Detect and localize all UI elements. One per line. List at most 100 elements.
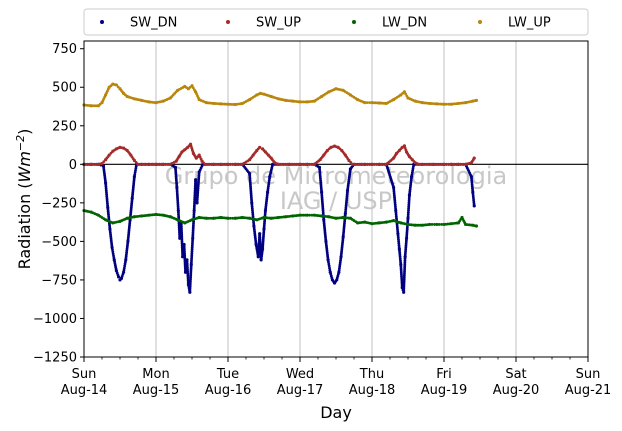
point-SW_UP-71 (417, 162, 421, 166)
point-fill-SW_UP (447, 162, 451, 166)
watermark-line-1: Grupo de Micrometeorologia (165, 162, 507, 190)
legend-label-SW_UP: SW_UP (256, 16, 301, 31)
point-fill-LW_DN (433, 223, 436, 226)
point-SW_UP-78 (472, 156, 476, 160)
point-fill-SW_UP (361, 162, 365, 166)
point-SW_DN-10 (116, 275, 121, 279)
x-tick-weekday-0: Sun (72, 367, 97, 382)
point-fill-LW_DN (308, 213, 311, 217)
y-tick-label-4: −250 (41, 196, 77, 211)
point-fill-SW_UP (349, 160, 353, 164)
point-fill-SW_UP (375, 162, 379, 166)
point-fill-SW_UP (134, 160, 138, 164)
legend: SW_DN SW_UP LW_DN LW_UP (83, 8, 589, 36)
point-fill-SW_UP (216, 162, 220, 166)
x-tick-date-5: Aug-19 (421, 383, 468, 398)
y-tick-label-5: −500 (41, 235, 77, 250)
point-fill-SW_UP (102, 160, 106, 164)
x-tick-weekday-2: Tue (216, 367, 239, 382)
point-fill-SW_UP (214, 162, 218, 166)
point-fill-SW_UP (205, 162, 209, 166)
point-SW_UP-13 (136, 162, 140, 166)
point-fill-SW_UP (426, 162, 429, 166)
y-tick-label-8: −1250 (33, 351, 77, 366)
point-LW_DN-31 (305, 213, 309, 217)
point-SW_DN-107 (472, 204, 476, 208)
x-tick-date-2: Aug-16 (205, 383, 252, 398)
point-fill-SW_UP (222, 162, 226, 166)
point-fill-SW_UP (355, 162, 359, 166)
y-tick-label-7: −1000 (33, 312, 77, 327)
point-LW_DN-20 (226, 216, 230, 220)
point-SW_UP-75 (456, 162, 460, 166)
point-fill-SW_UP (231, 162, 235, 166)
series-LW_UP (82, 82, 478, 108)
point-fill-LW_UP (368, 101, 371, 105)
x-tick-weekday-1: Mon (142, 367, 169, 382)
y-axis-title-close: ) (15, 129, 34, 135)
x-tick-weekday-4: Thu (359, 367, 384, 382)
point-LW_UP-46 (363, 101, 367, 105)
y-axis: 750 500 250 0 −250 −500 −750 −1000 −1250 (33, 42, 84, 366)
point-fill-SW_UP (357, 162, 361, 166)
point-fill-LW_DN (310, 213, 314, 217)
x-tick-date-0: Aug-14 (61, 383, 108, 398)
point-SW_UP-56 (347, 158, 351, 163)
point-fill-LW_DN (440, 223, 443, 226)
point-fill-SW_UP (229, 162, 232, 166)
point-fill-SW_UP (310, 162, 314, 166)
point-fill-SW_UP (141, 162, 145, 166)
point-SW_UP-72 (428, 162, 432, 166)
point-LW_DN-48 (428, 222, 432, 227)
series-SW_UP (82, 142, 476, 166)
point-SW_UP-5 (107, 153, 111, 157)
point-fill-SW_UP (436, 162, 440, 166)
series-LW_DN (82, 208, 478, 228)
point-SW_UP-37 (258, 145, 262, 149)
y-axis-title-main: Radiation ( (15, 182, 34, 269)
point-SW_UP-46 (305, 162, 309, 166)
point-fill-SW_UP (207, 162, 211, 166)
point-fill-SW_UP (461, 162, 465, 166)
point-SW_UP-31 (226, 162, 230, 166)
y-axis-title-unit: Wm (15, 151, 34, 182)
y-axis-title-exponent: −2 (14, 135, 27, 151)
legend-label-LW_DN: LW_DN (382, 16, 427, 31)
point-fill-LW_UP (404, 92, 407, 96)
x-tick-weekday-3: Wed (286, 367, 314, 382)
point-fill-SW_UP (166, 162, 170, 166)
point-fill-SW_UP (109, 151, 113, 155)
y-tick-label-0: 750 (52, 42, 77, 57)
point-fill-SW_UP (459, 162, 463, 166)
y-tick-label-1: 500 (52, 81, 77, 96)
point-fill-SW_UP (445, 162, 448, 166)
point-fill-SW_UP (434, 162, 438, 166)
y-tick-label-3: 0 (69, 158, 77, 173)
x-tick-date-1: Aug-15 (133, 383, 180, 398)
point-SW_UP-3 (100, 161, 104, 166)
x-tick-date-3: Aug-17 (277, 383, 324, 398)
point-fill-SW_UP (164, 162, 168, 166)
point-fill-SW_UP (432, 162, 436, 166)
point-fill-LW_UP (445, 102, 448, 106)
point-fill-LW_DN (437, 223, 441, 226)
point-fill-LW_UP (447, 102, 451, 106)
point-fill-LW_DN (430, 223, 434, 226)
point-fill-SW_UP (220, 162, 224, 166)
point-fill-SW_UP (364, 162, 367, 166)
point-fill-SW_UP (430, 162, 434, 166)
point-fill-LW_DN (229, 216, 232, 220)
point-fill-SW_UP (419, 162, 423, 166)
point-fill-SW_UP (139, 162, 142, 166)
point-fill-SW_UP (366, 162, 370, 166)
point-fill-SW_UP (146, 162, 150, 166)
legend-marker-LW_DN (352, 20, 356, 24)
point-fill-SW_UP (210, 162, 213, 166)
plot-background (84, 41, 588, 357)
x-tick-date-7: Aug-21 (565, 383, 612, 398)
point-SW_UP-17 (161, 162, 165, 166)
point-SW_UP-29 (203, 162, 207, 166)
point-fill-SW_UP (368, 162, 372, 166)
x-tick-date-4: Aug-18 (349, 383, 396, 398)
